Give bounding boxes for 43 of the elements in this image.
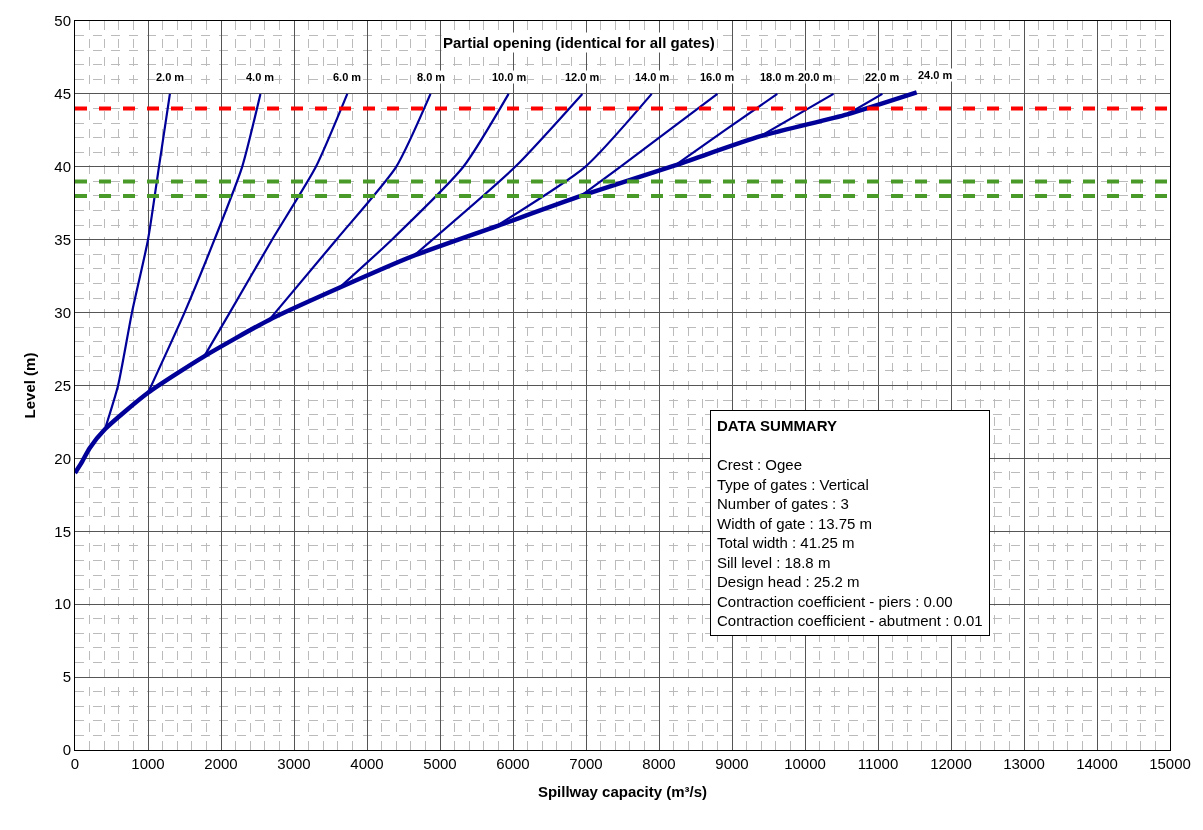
y-tick-label: 45 <box>54 85 71 103</box>
x-tick-label: 10000 <box>784 755 826 772</box>
y-tick-label: 15 <box>54 522 71 540</box>
y-tick-label: 20 <box>54 449 71 467</box>
x-tick-label: 11000 <box>857 755 899 772</box>
x-tick-label: 3000 <box>277 755 311 772</box>
series-label: 12.0 m <box>565 71 600 83</box>
annotation: DATA SUMMARY <box>717 417 837 434</box>
y-tick-label: 30 <box>54 303 71 321</box>
x-tick-label: 5000 <box>423 755 457 772</box>
x-tick-label: 8000 <box>642 755 676 772</box>
x-tick-label: 9000 <box>715 755 749 772</box>
series-label: 20.0 m <box>798 71 833 83</box>
x-tick-label: 6000 <box>496 755 530 772</box>
x-axis-title: Spillway capacity (m³/s) <box>537 783 708 800</box>
series-label: 8.0 m <box>417 71 446 83</box>
y-tick-label: 5 <box>62 668 71 686</box>
series-label: 10.0 m <box>492 71 527 83</box>
x-tick-label: 4000 <box>350 755 384 772</box>
series-label: 2.0 m <box>156 71 185 83</box>
x-tick-label: 2000 <box>204 755 238 772</box>
y-tick-label: 0 <box>62 741 71 759</box>
series-label: 18.0 m <box>760 71 795 83</box>
x-tick-label: 13000 <box>1003 755 1045 772</box>
x-tick-label: 1000 <box>131 755 165 772</box>
series-label: 6.0 m <box>333 71 362 83</box>
x-tick-label: 12000 <box>930 755 972 772</box>
x-tick-label: 15000 <box>1149 755 1191 772</box>
y-tick-label: 40 <box>54 158 71 176</box>
y-tick-label: 50 <box>54 12 71 30</box>
y-tick-label: 10 <box>54 595 71 613</box>
series-label: 24.0 m <box>918 69 953 81</box>
series-label: 22.0 m <box>865 71 900 83</box>
x-tick-label: 7000 <box>569 755 603 772</box>
y-tick-label: 25 <box>54 376 71 394</box>
series-label: 14.0 m <box>635 71 670 83</box>
series-label: 16.0 m <box>700 71 735 83</box>
text: Partial opening (identical for all gates) <box>443 34 715 51</box>
text: Crest : Ogee Type of gates : Vertical Number of gates : 3 Width of gate : 13.75 m Total width : 41.25 m Sill level : 18.8 m Design head : 25.2 m Contraction coefficient - piers : 0.00 Contraction coefficient - abutment : 0.01 <box>717 456 983 629</box>
y-tick-label: 35 <box>54 230 71 248</box>
x-tick-label: 14000 <box>1076 755 1118 772</box>
series-label: 4.0 m <box>246 71 275 83</box>
y-axis-title: Level (m) <box>20 352 38 419</box>
